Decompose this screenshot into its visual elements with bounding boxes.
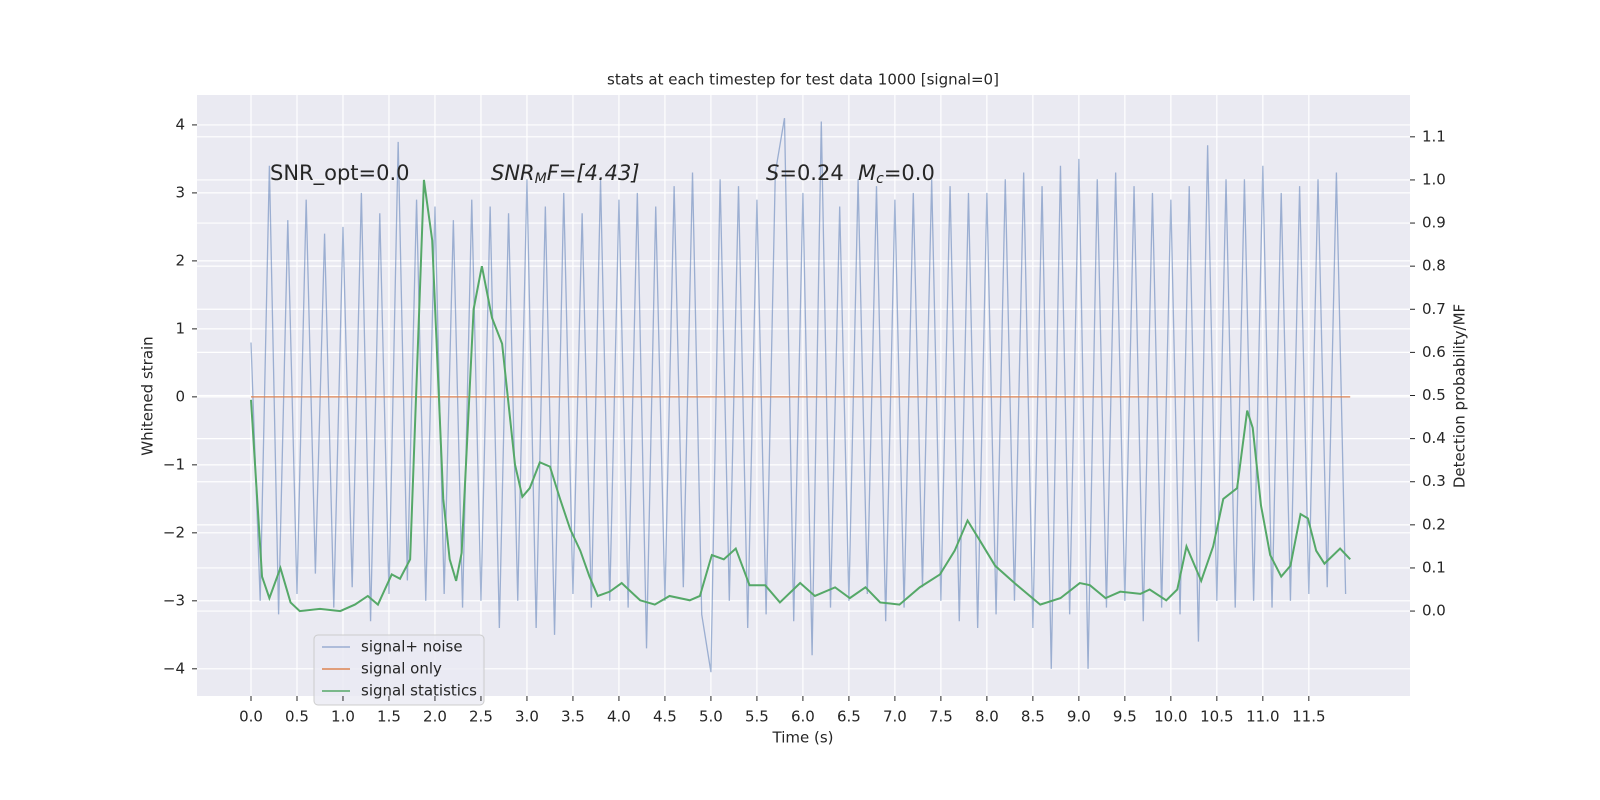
- x-tick-label: 1.5: [377, 708, 401, 726]
- x-tick-label: 11.0: [1246, 708, 1279, 726]
- x-tick-label: 8.5: [1021, 708, 1045, 726]
- y2-tick-label: 0.3: [1422, 472, 1446, 490]
- legend-box: [313, 634, 485, 706]
- x-tick-label: 3.0: [515, 708, 539, 726]
- annotation: SNR_opt=0.0: [270, 161, 410, 186]
- annotation-part: M: [535, 171, 547, 187]
- annotation-part: =0.24: [779, 161, 843, 185]
- x-tick-label: 4.0: [607, 708, 631, 726]
- y2-tick-label: 0.7: [1422, 300, 1446, 318]
- x-tick-label: 6.5: [837, 708, 861, 726]
- x-tick-label: 1.0: [331, 708, 355, 726]
- y-tick-label: 1: [175, 319, 185, 337]
- y-tick-label: −4: [163, 659, 185, 677]
- annotation-part: SNR: [491, 161, 535, 185]
- x-tick-label: 3.5: [561, 708, 585, 726]
- annotation-part: S: [766, 161, 779, 185]
- y-tick-label: 2: [175, 251, 185, 269]
- y2-tick-label: 0.1: [1422, 558, 1446, 576]
- annotation: SNRMF=[4.43]: [491, 161, 640, 187]
- series-line: [249, 179, 1351, 613]
- legend: signal+ noise signal only signal statistic…: [313, 634, 485, 706]
- x-tick-label: 10.0: [1154, 708, 1187, 726]
- x-tick-label: 2.5: [469, 708, 493, 726]
- annotation-part: =0.0: [884, 161, 935, 185]
- x-tick-label: 0.5: [285, 708, 309, 726]
- x-tick-label: 2.0: [423, 708, 447, 726]
- x-tick-label: 9.0: [1067, 708, 1091, 726]
- marks: [249, 118, 1351, 673]
- annotation-part: F=[4.43]: [547, 161, 640, 185]
- y2-tick-label: 0.4: [1422, 429, 1446, 447]
- x-tick-label: 7.0: [883, 708, 907, 726]
- x-tick-label: 5.0: [699, 708, 723, 726]
- x-tick-label: 5.5: [745, 708, 769, 726]
- y2-tick-label: 1.0: [1422, 170, 1446, 188]
- y-tick-label: −1: [163, 455, 185, 473]
- x-tick-label: 0.0: [239, 708, 263, 726]
- y2-tick-label: 0.8: [1422, 257, 1446, 275]
- x-tick-label: 11.5: [1292, 708, 1325, 726]
- x-tick-label: 4.5: [653, 708, 677, 726]
- x-tick-label: 6.0: [791, 708, 815, 726]
- legend-label: signal statistics: [361, 682, 477, 700]
- annotation-part: c: [876, 171, 884, 187]
- y-tick-label: −3: [163, 591, 185, 609]
- annotation-part: M: [858, 161, 876, 185]
- y-tick-label: 0: [175, 387, 185, 405]
- y-axis-label: Whitened strain: [139, 336, 157, 455]
- legend-label: signal+ noise: [361, 638, 463, 656]
- y2-tick-label: 0.5: [1422, 386, 1446, 404]
- y2-tick-label: 1.1: [1422, 127, 1446, 145]
- y-tick-label: 4: [175, 115, 185, 133]
- chart-title: stats at each timestep for test data 100…: [607, 71, 999, 89]
- y2-tick-label: 0.2: [1422, 515, 1446, 533]
- x-tick-label: 7.5: [929, 708, 953, 726]
- annotation: S=0.24 Mc=0.0: [766, 161, 935, 187]
- y2-tick-label: 0.9: [1422, 214, 1446, 232]
- x-axis-label: Time (s): [772, 729, 834, 747]
- x-tick-label: 9.5: [1113, 708, 1137, 726]
- y2-tick-label: 0.0: [1422, 602, 1446, 620]
- y2-axis-label: Detection probability/MF: [1451, 304, 1469, 488]
- y2-tick-label: 0.6: [1422, 343, 1446, 361]
- y-tick-label: 3: [175, 183, 185, 201]
- legend-label: signal only: [361, 660, 442, 678]
- x-tick-label: 8.0: [975, 708, 999, 726]
- y-tick-label: −2: [163, 523, 185, 541]
- x-tick-label: 10.5: [1200, 708, 1233, 726]
